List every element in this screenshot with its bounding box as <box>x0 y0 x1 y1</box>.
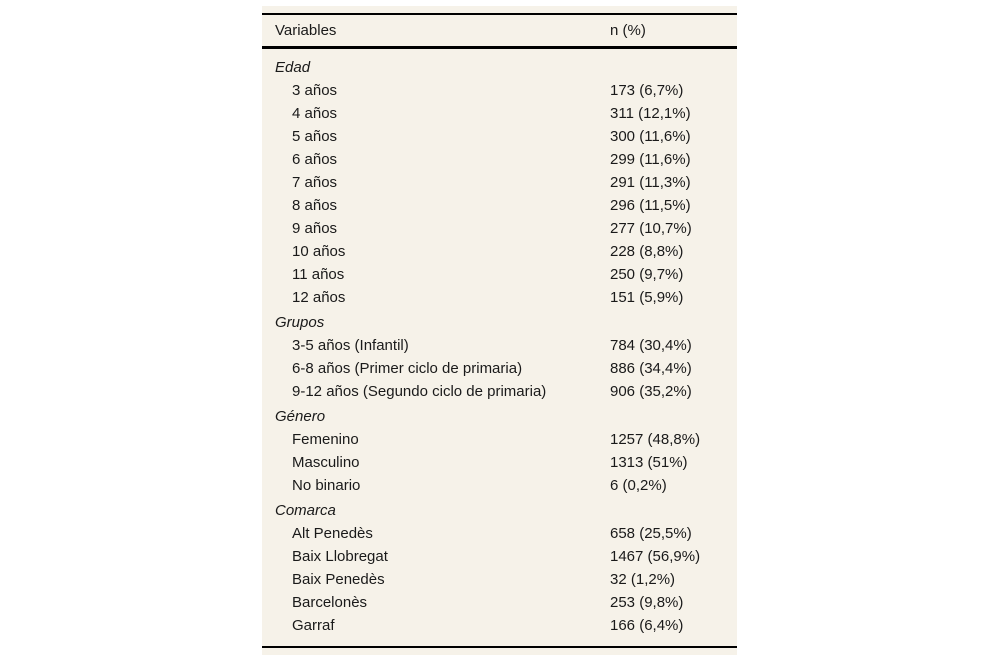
row-value: 1257 (48,8%) <box>610 431 701 448</box>
table-row: 3-5 años (Infantil) 784 (30,4%) <box>262 334 737 357</box>
row-value: 253 (9,8%) <box>610 594 684 611</box>
section-label: Comarca <box>275 502 336 519</box>
row-label: 8 años <box>292 197 338 214</box>
section-header-row: Género <box>262 405 737 428</box>
row-value: 296 (11,5%) <box>610 197 691 214</box>
table-row: 12 años 151 (5,9%) <box>262 286 737 309</box>
row-value: 250 (9,7%) <box>610 266 684 283</box>
row-value: 906 (35,2%) <box>610 383 692 400</box>
row-label: 6 años <box>292 151 338 168</box>
row-value: 277 (10,7%) <box>610 220 692 237</box>
row-label: Masculino <box>292 454 360 471</box>
descriptive-statistics-table: Variables n (%) Edad 3 años 173 (6,7%) 4 añ… <box>262 6 737 655</box>
table-row: Baix Llobregat 1467 (56,9%) <box>262 545 737 568</box>
row-value: 166 (6,4%) <box>610 617 684 634</box>
row-value: 300 (11,6%) <box>610 128 691 145</box>
section-header-row: Edad <box>262 56 737 79</box>
row-value: 228 (8,8%) <box>610 243 684 260</box>
table-row: Femenino 1257 (48,8%) <box>262 428 737 451</box>
table-row: 5 años 300 (11,6%) <box>262 125 737 148</box>
table-row: 9-12 años (Segundo ciclo de primaria) 906… <box>262 380 737 403</box>
table-row: Barcelonès 253 (9,8%) <box>262 591 737 614</box>
table-row: Alt Penedès 658 (25,5%) <box>262 522 737 545</box>
table-row: 9 años 277 (10,7%) <box>262 217 737 240</box>
row-label: Barcelonès <box>292 594 368 611</box>
row-label: 7 años <box>292 174 338 191</box>
column-header-variables: Variables <box>275 22 337 39</box>
row-label: 3-5 años (Infantil) <box>292 337 409 354</box>
row-value: 1467 (56,9%) <box>610 548 701 565</box>
table-row: 3 años 173 (6,7%) <box>262 79 737 102</box>
table-row: 4 años 311 (12,1%) <box>262 102 737 125</box>
section-header-row: Grupos <box>262 311 737 334</box>
table-row: Garraf 166 (6,4%) <box>262 614 737 637</box>
table-top-rule <box>262 13 737 15</box>
row-value: 173 (6,7%) <box>610 82 684 99</box>
row-value: 151 (5,9%) <box>610 289 684 306</box>
row-label: 9-12 años (Segundo ciclo de primaria) <box>292 383 547 400</box>
row-value: 299 (11,6%) <box>610 151 691 168</box>
table-row: 7 años 291 (11,3%) <box>262 171 737 194</box>
row-value: 6 (0,2%) <box>610 477 667 494</box>
row-value: 311 (12,1%) <box>610 105 691 122</box>
row-label: 5 años <box>292 128 338 145</box>
table-row: 6 años 299 (11,6%) <box>262 148 737 171</box>
table-row: Masculino 1313 (51%) <box>262 451 737 474</box>
row-value: 32 (1,2%) <box>610 571 676 588</box>
row-label: Femenino <box>292 431 359 448</box>
row-value: 886 (34,4%) <box>610 360 692 377</box>
table-header-row: Variables n (%) <box>262 15 737 46</box>
row-label: Baix Llobregat <box>292 548 388 565</box>
table-bottom-rule <box>262 646 737 648</box>
table-row: 11 años 250 (9,7%) <box>262 263 737 286</box>
row-value: 658 (25,5%) <box>610 525 692 542</box>
section-header-row: Comarca <box>262 499 737 522</box>
row-value: 784 (30,4%) <box>610 337 692 354</box>
column-header-n-percent: n (%) <box>610 22 646 39</box>
row-label: 3 años <box>292 82 338 99</box>
row-label: Garraf <box>292 617 335 634</box>
table-row: 8 años 296 (11,5%) <box>262 194 737 217</box>
row-label: No binario <box>292 477 361 494</box>
table-row: Baix Penedès 32 (1,2%) <box>262 568 737 591</box>
table-row: No binario 6 (0,2%) <box>262 474 737 497</box>
row-label: 6-8 años (Primer ciclo de primaria) <box>292 360 523 377</box>
row-label: 4 años <box>292 105 338 122</box>
row-label: 12 años <box>292 289 346 306</box>
section-label: Grupos <box>275 314 325 331</box>
table-body: Edad 3 años 173 (6,7%) 4 años 311 (12,1%) 5 a… <box>262 49 737 646</box>
row-value: 291 (11,3%) <box>610 174 691 191</box>
table-row: 10 años 228 (8,8%) <box>262 240 737 263</box>
row-label: Baix Penedès <box>292 571 385 588</box>
row-label: 11 años <box>292 266 345 283</box>
table-row: 6-8 años (Primer ciclo de primaria) 886 (… <box>262 357 737 380</box>
section-label: Género <box>275 408 326 425</box>
row-label: Alt Penedès <box>292 525 373 542</box>
table-header-rule <box>262 46 737 49</box>
row-label: 9 años <box>292 220 338 237</box>
row-label: 10 años <box>292 243 346 260</box>
section-label: Edad <box>275 59 311 76</box>
row-value: 1313 (51%) <box>610 454 688 471</box>
